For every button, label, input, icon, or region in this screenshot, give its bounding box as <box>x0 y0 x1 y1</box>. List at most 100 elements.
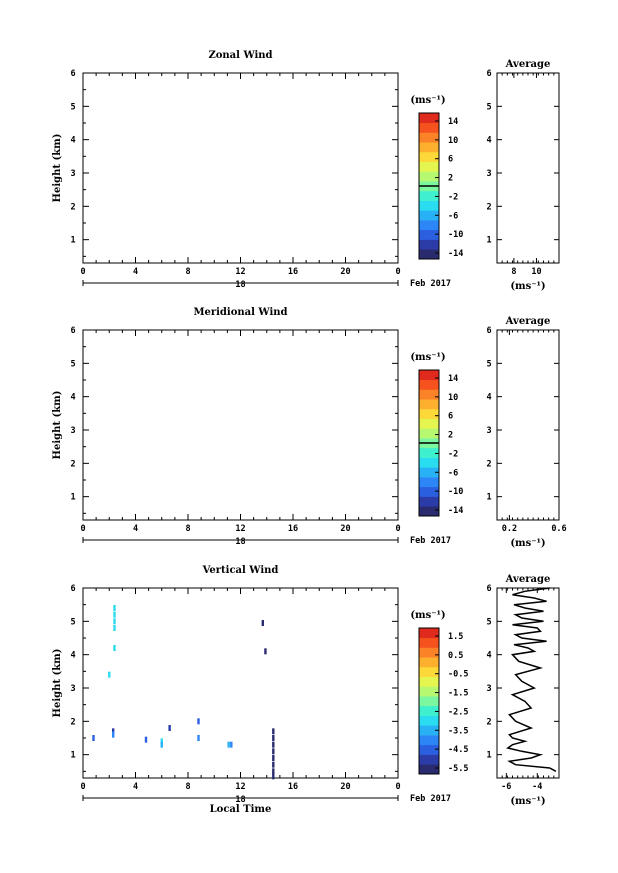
x-tick-label: 0 <box>80 782 85 792</box>
colorbar-label: -4.5 <box>448 745 468 755</box>
colorbar-swatch <box>419 428 439 439</box>
x-tick-label: 4 <box>133 524 138 534</box>
colorbar-label: 6 <box>448 412 453 422</box>
y-tick-label: 3 <box>70 684 75 694</box>
date-label: Feb 2017 <box>410 794 451 804</box>
average-y-tick-label: 5 <box>486 617 491 627</box>
x-tick-label: 4 <box>133 782 138 792</box>
x-tick-label: 12 <box>235 524 245 534</box>
colorbar-swatch <box>419 122 439 133</box>
x-tick-label: 0 <box>395 267 400 277</box>
x-tick-label: 12 <box>235 267 245 277</box>
heatmap-cell <box>168 725 171 731</box>
y-axis-label: Height (km) <box>52 134 63 203</box>
average-y-tick-label: 5 <box>486 102 491 112</box>
plot-frame <box>82 329 399 521</box>
panel-title: Zonal Wind <box>208 50 272 61</box>
colorbar-swatch <box>419 210 439 221</box>
average-y-tick-label: 4 <box>486 393 491 403</box>
x-tick-label: 8 <box>185 267 190 277</box>
y-tick-label: 3 <box>70 426 75 436</box>
colorbar-swatch <box>419 657 439 668</box>
x-tick-label: 0 <box>80 267 85 277</box>
x-tick-label: 16 <box>288 524 298 534</box>
heatmap-cell <box>197 718 200 725</box>
colorbar-swatch <box>419 735 439 746</box>
x-tick-label: 20 <box>340 782 350 792</box>
colorbar-swatch <box>419 161 439 172</box>
x-tick-label: 16 <box>288 782 298 792</box>
colorbar-swatch <box>419 142 439 153</box>
colorbar-swatch <box>419 408 439 419</box>
colorbar-swatch <box>419 477 439 488</box>
colorbar-label: -1.5 <box>448 689 468 699</box>
y-tick-label: 5 <box>70 617 75 627</box>
heatmap-cell <box>144 736 148 743</box>
colorbar-label: 14 <box>448 117 458 127</box>
average-x-tick-label: 0.2 <box>502 524 517 534</box>
heatmap-cell <box>230 741 233 748</box>
average-y-tick-label: 2 <box>486 202 491 212</box>
colorbar-label: -14 <box>448 506 463 516</box>
average-y-tick-label: 4 <box>486 136 491 146</box>
heatmap-cell <box>272 768 275 775</box>
colorbar-swatch <box>419 370 439 381</box>
y-tick-label: 6 <box>70 69 75 79</box>
colorbar-swatch <box>419 496 439 507</box>
colorbar-swatch <box>419 457 439 468</box>
heatmap-cell <box>272 761 275 768</box>
heatmap-cell <box>113 611 116 618</box>
colorbar-swatch <box>419 200 439 211</box>
average-frame <box>496 72 560 264</box>
colorbar-label: 2 <box>448 174 453 184</box>
colorbar-swatch <box>419 220 439 231</box>
average-y-tick-label: 6 <box>486 326 491 336</box>
panel-title: Vertical Wind <box>202 565 279 576</box>
average-profile-line <box>506 587 557 772</box>
colorbar-swatch <box>419 249 439 260</box>
average-y-tick-label: 1 <box>486 751 491 761</box>
colorbar-label: -6 <box>448 211 458 221</box>
y-tick-label: 4 <box>70 136 75 146</box>
date-label: Feb 2017 <box>410 279 451 289</box>
average-x-tick-label: 0.6 <box>551 524 566 534</box>
colorbar-swatch <box>419 637 439 648</box>
heatmap-cell <box>160 738 163 745</box>
colorbar-swatch <box>419 229 439 240</box>
plot-frame <box>82 72 399 264</box>
colorbar-swatch <box>419 486 439 497</box>
colorbar-label: 2 <box>448 431 453 441</box>
heatmap-cell <box>111 728 115 735</box>
colorbar-swatch <box>419 151 439 162</box>
average-y-tick-label: 6 <box>486 69 491 79</box>
x-tick-label: 20 <box>340 524 350 534</box>
heatmap-cell <box>111 731 115 738</box>
average-y-tick-label: 3 <box>486 684 491 694</box>
colorbar-swatch <box>419 715 439 726</box>
x-tick-label: 20 <box>340 267 350 277</box>
colorbar-swatch <box>419 628 439 639</box>
average-x-tick-label: -4 <box>532 782 542 792</box>
colorbar-label: -10 <box>448 487 463 497</box>
colorbar-swatch <box>419 418 439 429</box>
heatmap-cell <box>227 741 230 748</box>
colorbar-swatch <box>419 447 439 458</box>
average-y-tick-label: 3 <box>486 169 491 179</box>
y-tick-label: 5 <box>70 102 75 112</box>
average-y-tick-label: 6 <box>486 584 491 594</box>
average-y-tick-label: 2 <box>486 459 491 469</box>
colorbar-swatch <box>419 686 439 697</box>
colorbar-swatch <box>419 676 439 687</box>
date-day-label: 18 <box>235 795 245 805</box>
heatmap-cell <box>108 671 111 678</box>
colorbar-label: -10 <box>448 230 463 240</box>
colorbar-label: 10 <box>448 136 458 146</box>
colorbar-swatch <box>419 389 439 400</box>
colorbar-swatch <box>419 647 439 658</box>
y-tick-label: 3 <box>70 169 75 179</box>
average-title: Average <box>505 316 551 327</box>
colorbar-swatch <box>419 725 439 736</box>
x-axis-label: Local Time <box>210 804 272 815</box>
colorbar-label: 0.5 <box>448 651 463 661</box>
average-y-tick-label: 1 <box>486 493 491 503</box>
